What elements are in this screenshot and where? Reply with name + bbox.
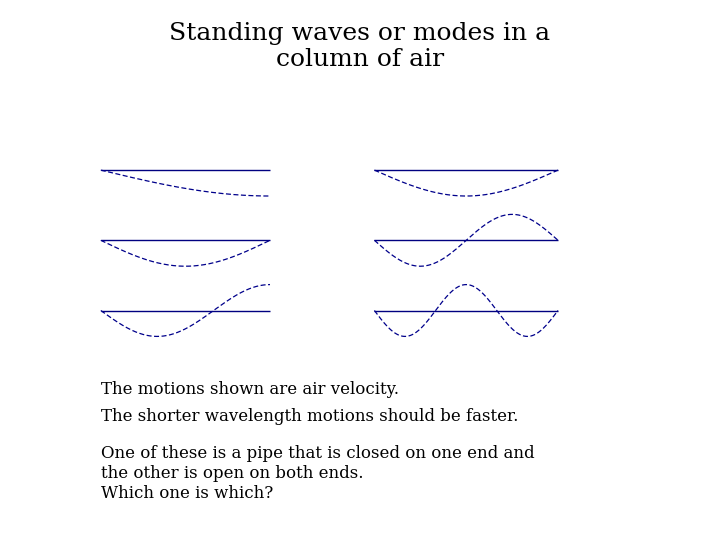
Text: The shorter wavelength motions should be faster.: The shorter wavelength motions should be… (101, 408, 518, 424)
Text: One of these is a pipe that is closed on one end and
the other is open on both e: One of these is a pipe that is closed on… (101, 446, 534, 502)
Text: The motions shown are air velocity.: The motions shown are air velocity. (101, 381, 399, 397)
Text: Standing waves or modes in a
column of air: Standing waves or modes in a column of a… (169, 22, 551, 71)
